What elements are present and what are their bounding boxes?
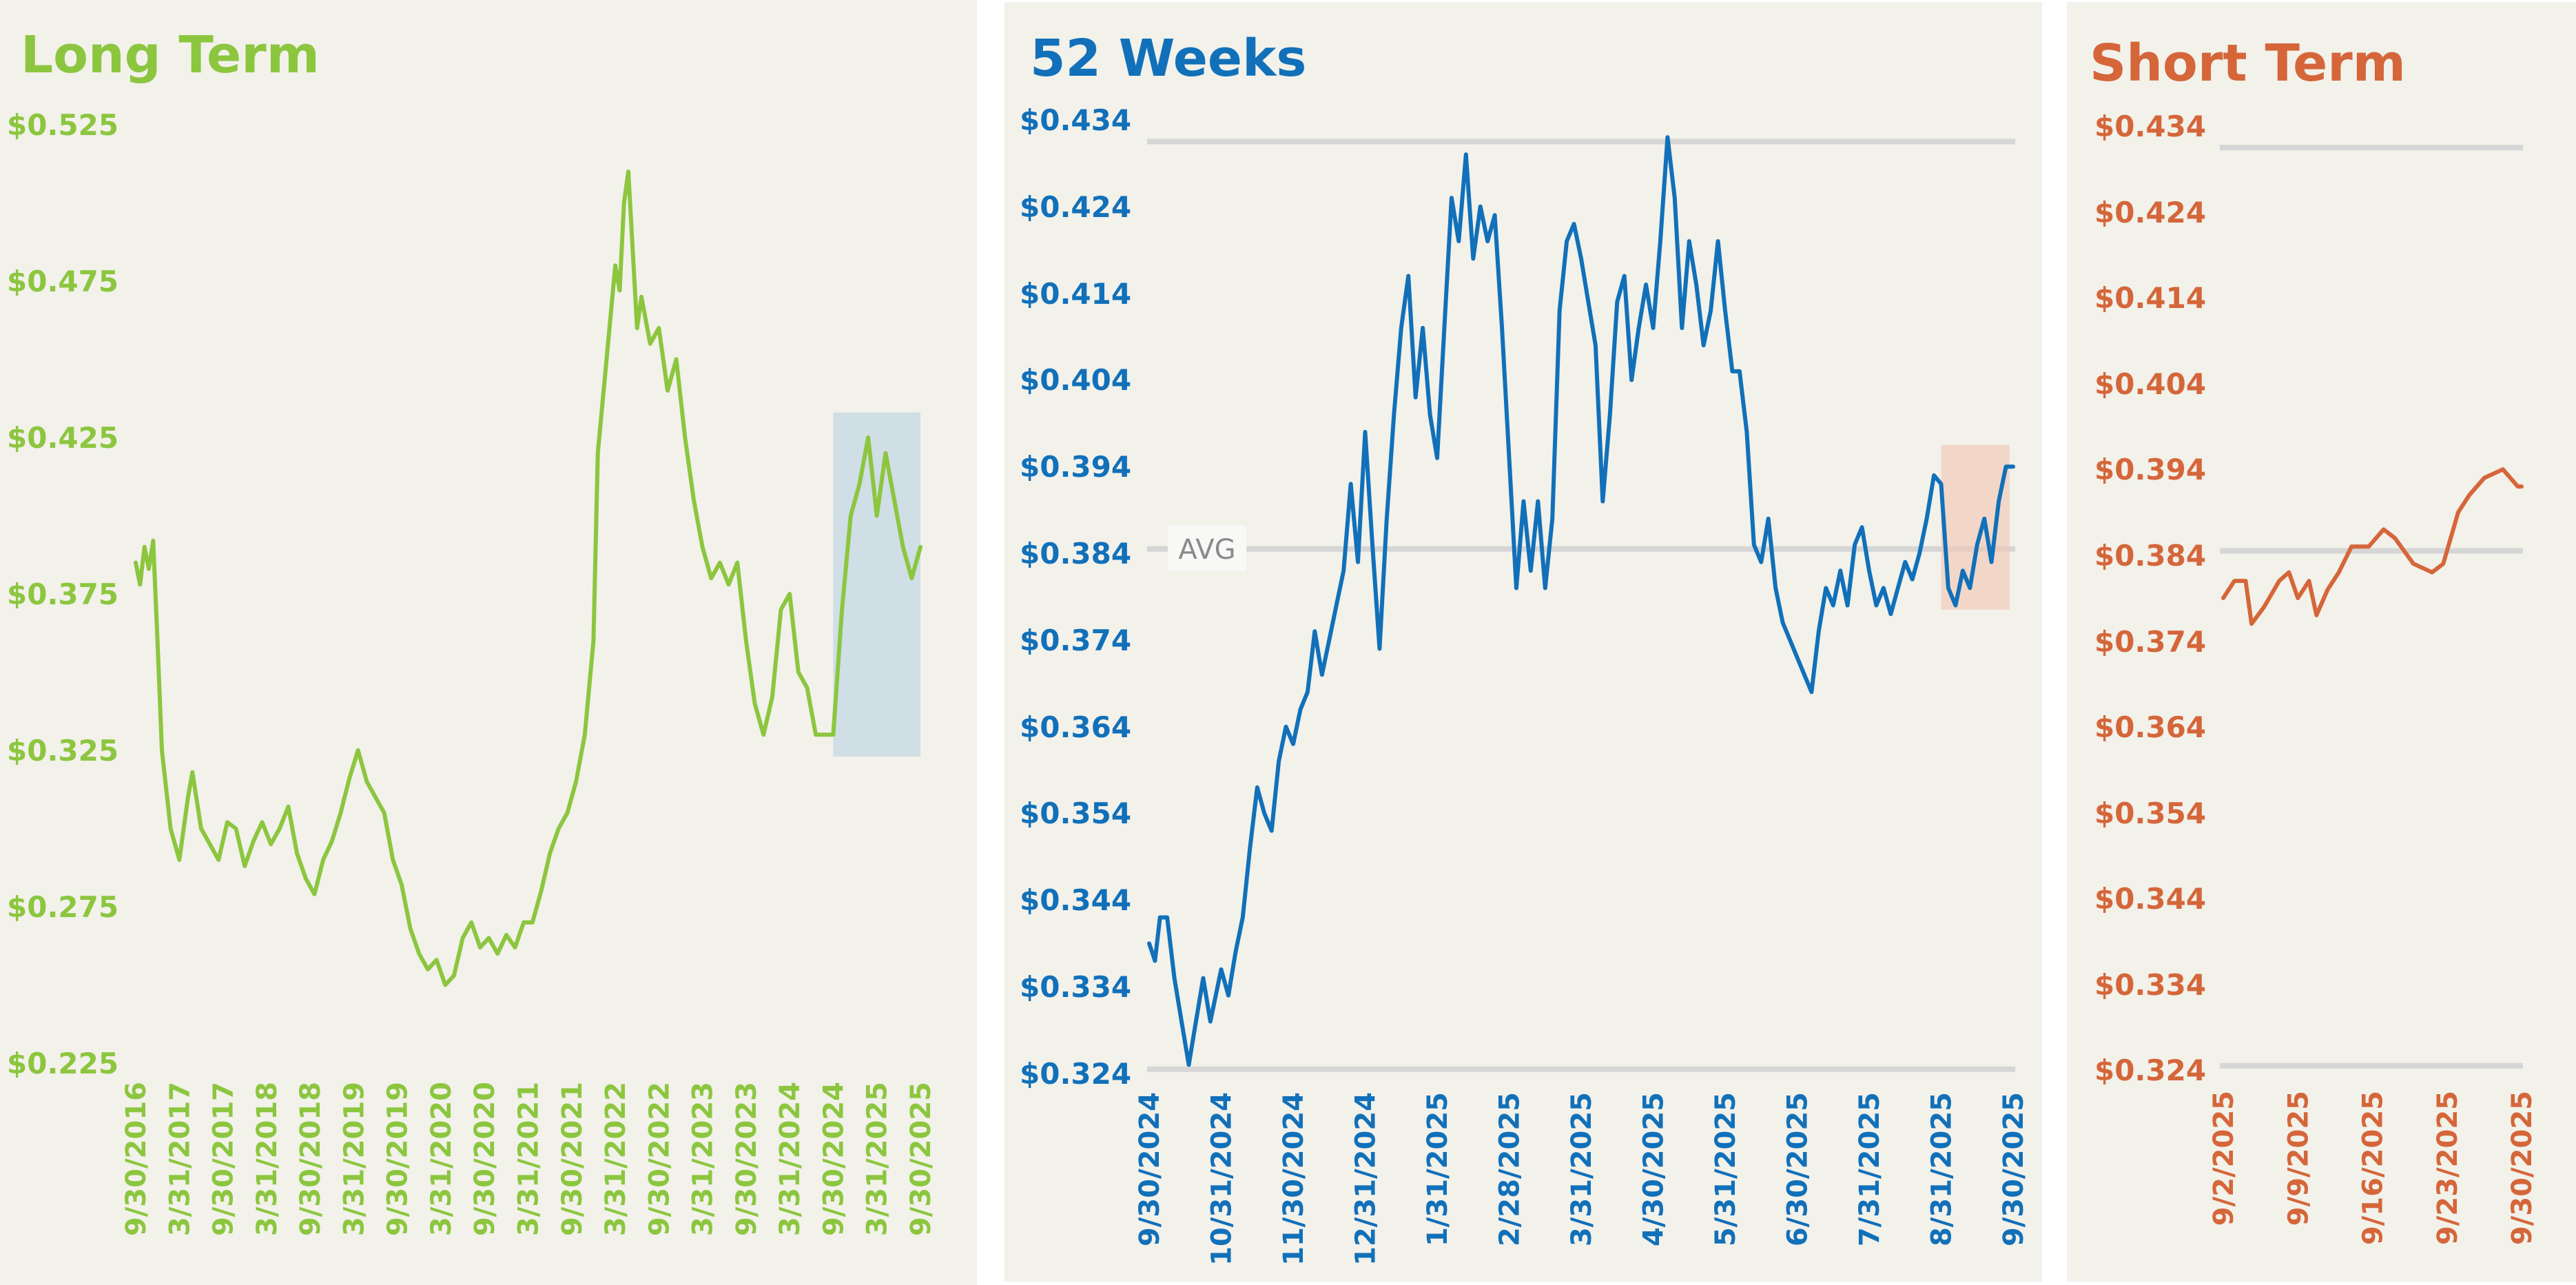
x-tick-label: 9/9/2025 [2283, 1091, 2314, 1226]
short-term-y-tick: $0.354 [2094, 796, 2206, 830]
x-tick-label: 9/30/2022 [643, 1082, 675, 1236]
short-term-y-tick: $0.434 [2094, 110, 2206, 143]
long-term-x-axis: 9/30/2016 3/31/2017 9/30/2017 3/31/2018 9/30… [121, 1082, 937, 1236]
x-tick-label: 9/30/2021 [557, 1082, 588, 1236]
short-term-y-tick: $0.334 [2094, 968, 2206, 1002]
x-tick-label: 4/30/2025 [1638, 1092, 1670, 1246]
x-tick-label: 1/31/2025 [1422, 1092, 1454, 1246]
weeks-52-y-tick: $0.354 [1020, 796, 1131, 830]
x-tick-label: 3/31/2025 [1566, 1092, 1598, 1246]
x-tick-label: 2/28/2025 [1494, 1092, 1526, 1246]
long-term-y-axis: $0.525 $0.475 $0.425 $0.375 $0.325 $0.27… [7, 108, 119, 1080]
long-term-y-tick: $0.525 [7, 108, 119, 142]
weeks-52-y-tick: $0.404 [1020, 363, 1131, 397]
x-tick-label: 9/23/2025 [2432, 1091, 2464, 1245]
x-tick-label: 9/30/2019 [382, 1082, 414, 1236]
weeks-52-y-tick: $0.374 [1020, 624, 1131, 657]
x-tick-label: 9/30/2025 [2506, 1091, 2538, 1245]
x-tick-label: 9/30/2024 [818, 1082, 849, 1236]
x-tick-label: 9/30/2018 [295, 1082, 327, 1236]
x-tick-label: 7/31/2025 [1854, 1092, 1886, 1246]
x-tick-label: 9/30/2017 [208, 1082, 240, 1236]
x-tick-label: 3/31/2024 [774, 1082, 806, 1236]
x-tick-label: 10/31/2024 [1206, 1092, 1238, 1266]
short-term-title: Short Term [2090, 34, 2406, 93]
short-term-y-tick: $0.384 [2094, 539, 2206, 573]
short-term-panel: Short Term $0.434 $0.424 $0.414 $0.404 $… [2067, 2, 2576, 1282]
x-tick-label: 9/2/2025 [2208, 1091, 2240, 1226]
short-term-y-tick: $0.324 [2094, 1053, 2206, 1087]
x-tick-label: 9/16/2025 [2358, 1091, 2389, 1245]
x-tick-label: 11/30/2024 [1278, 1092, 1310, 1266]
long-term-y-tick: $0.275 [7, 890, 119, 924]
long-term-y-tick: $0.225 [7, 1047, 119, 1080]
short-term-y-tick: $0.364 [2094, 710, 2206, 744]
weeks-52-x-axis: 9/30/2024 10/31/2024 11/30/2024 12/31/2024 1… [1134, 1092, 2030, 1266]
x-tick-label: 12/31/2024 [1350, 1092, 1382, 1266]
series-line [1147, 135, 2015, 1067]
highlight-region [833, 412, 920, 757]
highlight-region [1941, 444, 2010, 610]
weeks-52-plot-area [1147, 135, 2015, 1072]
long-term-title: Long Term [21, 25, 320, 85]
series-line [134, 169, 923, 987]
weeks-52-y-tick: $0.344 [1020, 883, 1131, 917]
weeks-52-panel-background [1004, 2, 2042, 1282]
short-term-x-axis: 9/2/2025 9/9/2025 9/16/2025 9/23/2025 9/30/2… [2208, 1091, 2538, 1245]
x-tick-label: 6/30/2025 [1782, 1092, 1814, 1246]
x-tick-label: 3/31/2018 [251, 1082, 283, 1236]
long-term-panel: Long Term $0.525 $0.475 $0.425 $0.375 $0… [0, 0, 977, 1285]
weeks-52-y-tick: $0.334 [1020, 970, 1131, 1004]
x-tick-label: 3/31/2021 [513, 1082, 545, 1236]
short-term-y-tick: $0.414 [2094, 281, 2206, 315]
avg-label-text: AVG [1178, 534, 1235, 566]
short-term-y-tick: $0.344 [2094, 882, 2206, 916]
x-tick-label: 3/31/2022 [600, 1082, 632, 1236]
long-term-y-tick: $0.425 [7, 421, 119, 455]
weeks-52-title: 52 Weeks [1030, 29, 1306, 88]
long-term-plot-area [134, 169, 923, 987]
x-tick-label: 3/31/2023 [688, 1082, 719, 1236]
weeks-52-y-tick: $0.364 [1020, 710, 1131, 744]
x-tick-label: 9/30/2023 [731, 1082, 763, 1236]
weeks-52-y-tick: $0.384 [1020, 537, 1131, 570]
avg-label-box [1168, 526, 1246, 571]
long-term-y-tick: $0.325 [7, 734, 119, 768]
long-term-y-tick: $0.475 [7, 265, 119, 298]
long-term-y-tick: $0.375 [7, 577, 119, 611]
avg-label: AVG [1168, 526, 1246, 571]
x-tick-label: 9/30/2016 [121, 1082, 152, 1236]
weeks-52-y-tick: $0.424 [1020, 190, 1131, 224]
x-tick-label: 5/31/2025 [1710, 1092, 1742, 1246]
short-term-y-tick: $0.374 [2094, 625, 2206, 659]
x-tick-label: 3/31/2019 [338, 1082, 370, 1236]
long-term-panel-background [0, 0, 977, 1285]
short-term-y-tick: $0.394 [2094, 453, 2206, 486]
weeks-52-panel: 52 Weeks $0.434 $0.424 $0.414 $0.404 $0.… [1004, 2, 2042, 1282]
weeks-52-y-tick: $0.324 [1020, 1057, 1131, 1091]
weeks-52-y-tick: $0.414 [1020, 277, 1131, 311]
x-tick-label: 3/31/2025 [862, 1082, 894, 1236]
short-term-y-tick: $0.424 [2094, 196, 2206, 229]
x-tick-label: 9/30/2025 [905, 1082, 937, 1236]
x-tick-label: 8/31/2025 [1926, 1092, 1958, 1246]
short-term-y-axis: $0.434 $0.424 $0.414 $0.404 $0.394 $0.38… [2094, 110, 2206, 1087]
weeks-52-y-tick: $0.434 [1020, 103, 1131, 137]
series-line [2221, 467, 2524, 626]
weeks-52-y-axis: $0.434 $0.424 $0.414 $0.404 $0.394 $0.38… [1020, 103, 1131, 1091]
x-tick-label: 3/31/2020 [426, 1082, 457, 1236]
short-term-plot-area [2220, 145, 2524, 1069]
x-tick-label: 3/31/2017 [164, 1082, 196, 1236]
x-tick-label: 9/30/2025 [1998, 1092, 2030, 1246]
x-tick-label: 9/30/2020 [469, 1082, 501, 1236]
x-tick-label: 9/30/2024 [1134, 1092, 1166, 1246]
weeks-52-y-tick: $0.394 [1020, 450, 1131, 484]
short-term-y-tick: $0.404 [2094, 367, 2206, 401]
